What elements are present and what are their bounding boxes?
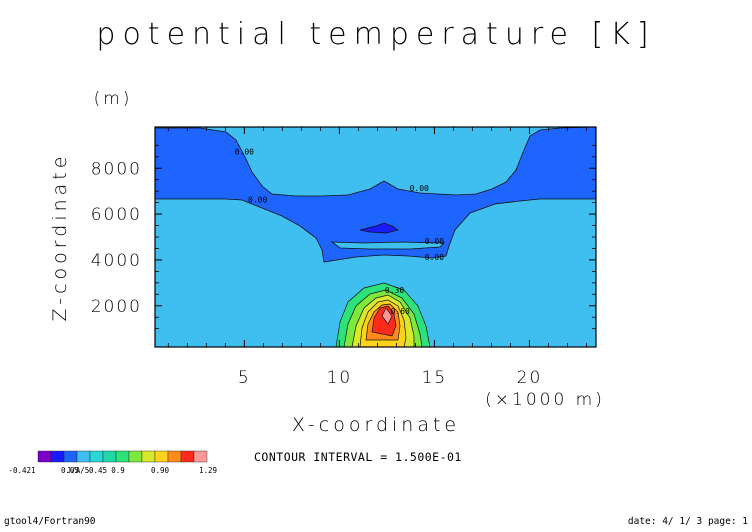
contour-label: 0.00 [425,253,444,262]
x-tick-label: 5 [238,368,251,388]
x-unit-label: (×1000 m) [485,390,605,410]
colorbar-swatch [128,450,143,463]
footer-right-text: date: 4/ 1/ 3 page: 1 [628,516,748,527]
colorbar-swatch [63,450,78,463]
plot-area: 0.00 0.00 0.00 0.00 0.00 0.30 0.60 [154,126,597,348]
colorbar-tick-label: -0.421 [8,466,35,475]
colorbar [37,450,208,463]
contour-label: 0.30 [385,286,404,295]
colorbar-swatch [89,450,104,463]
footer-left-text: gtool4/Fortran90 [4,516,96,527]
contour-label: 0.00 [248,196,267,205]
chart-title: potential temperature [K] [96,17,655,52]
y-axis-label: Z-coordinate [49,153,71,322]
minor-ticks [155,127,596,347]
colorbar-tick-label: 0.05 [61,466,79,475]
colorbar-swatch [37,450,52,463]
x-axis-label: X-coordinate [292,414,460,436]
y-tick-label: 4000 [91,251,142,271]
mid-band-region [330,241,445,250]
y-unit-label: (m) [94,89,133,109]
x-tick-label: 20 [517,368,543,388]
warm-anomaly [335,282,431,348]
contour-label: 0.00 [235,148,254,157]
y-tick-labels: 2000 4000 6000 8000 [91,159,142,317]
colorbar-swatch [76,450,91,463]
contour-interval-text: CONTOUR INTERVAL = 1.500E-01 [254,450,462,464]
colorbar-tick-label: J/A/5 [67,466,90,475]
x-tick-labels: 5 10 15 20 [238,368,543,388]
colorbar-swatch [115,450,130,463]
colorbar-swatch [167,450,182,463]
x-tick-label: 15 [422,368,448,388]
colorbar-tick-label: 0.45 [89,466,107,475]
upper-negative-region [154,126,597,263]
colorbar-swatch [154,450,169,463]
colorbar-swatch [180,450,195,463]
y-tick-label: 6000 [91,205,142,225]
contour-label: 0.60 [391,307,410,316]
y-tick-label: 8000 [91,159,142,179]
x-tick-label: 10 [327,368,353,388]
y-tick-label: 2000 [91,297,142,317]
colorbar-swatch [102,450,117,463]
colorbar-tick-label: 1.29 [199,466,217,475]
contour-label: 0.00 [410,184,429,193]
contour-labels: 0.00 0.00 0.00 0.00 0.00 0.30 0.60 [235,148,445,316]
colorbar-swatch [193,450,208,463]
colorbar-tick-label: 0.9 [111,466,125,475]
dark-lens-region [359,222,399,234]
contour-label: 0.00 [425,237,444,246]
colorbar-swatch [141,450,156,463]
colorbar-swatch [50,450,65,463]
colorbar-tick-label: 0.90 [151,466,170,475]
colorbar-tick-labels: -0.421 0.05J/A/5 0.45 0.9 0.90 1.29 [8,466,217,475]
